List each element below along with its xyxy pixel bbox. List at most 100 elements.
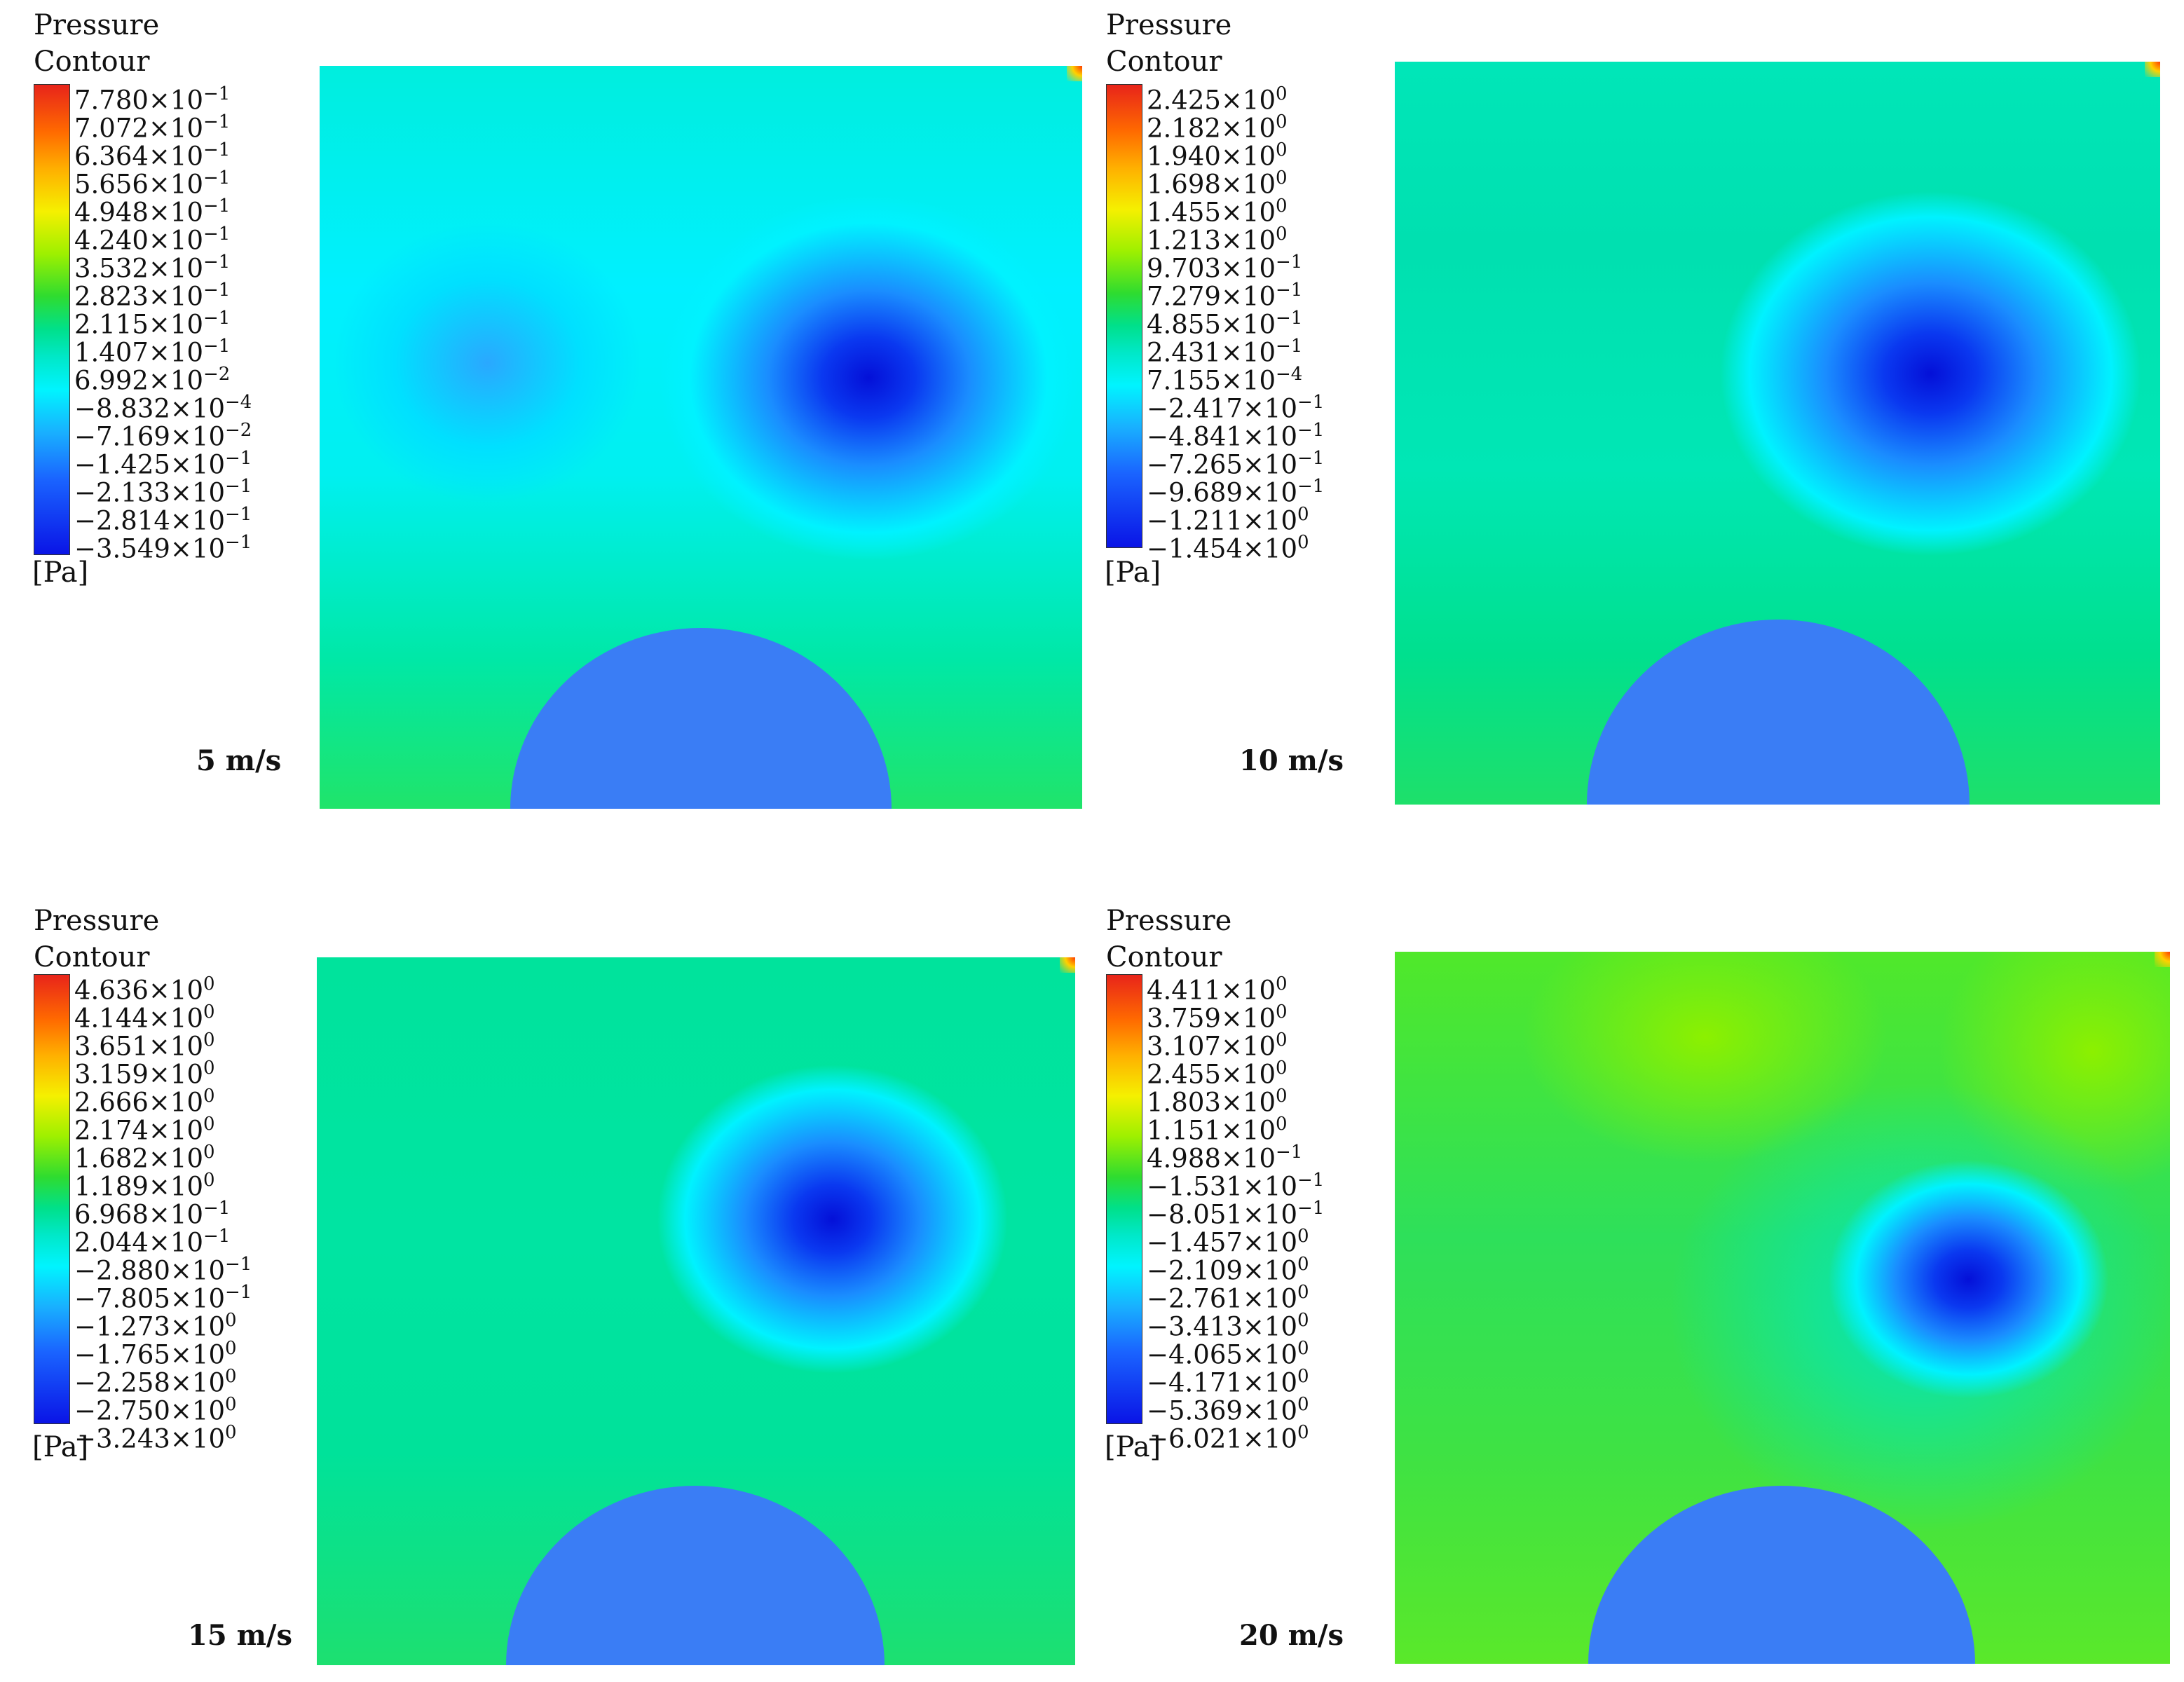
tick-mantissa: −8.051×10	[1147, 1199, 1298, 1230]
tick-mantissa: 2.823×10	[74, 281, 204, 312]
pressure-contour-field	[317, 957, 1075, 1665]
tick-exponent: −1	[225, 1282, 252, 1303]
tick-exponent: 0	[1276, 1086, 1288, 1107]
tick-mantissa: 7.155×10	[1147, 365, 1276, 396]
tick-exponent: 0	[1276, 973, 1288, 994]
colorbar-tick-label: −2.761×100	[1147, 1278, 1309, 1313]
unit-label: [Pa]	[1105, 1431, 1161, 1463]
tick-mantissa: −1.531×10	[1147, 1171, 1298, 1202]
tick-exponent: 0	[225, 1338, 237, 1359]
tick-mantissa: 2.455×10	[1147, 1059, 1276, 1090]
tick-exponent: −1	[1297, 420, 1325, 441]
colorbar	[1106, 974, 1142, 1424]
colorbar-tick-label: −1.531×10−1	[1147, 1166, 1324, 1201]
tick-exponent: 0	[225, 1366, 237, 1387]
tick-exponent: −1	[225, 448, 252, 469]
colorbar-tick-label: −5.369×100	[1147, 1390, 1309, 1425]
tick-mantissa: 3.107×10	[1147, 1031, 1276, 1062]
tick-mantissa: 9.703×10	[1147, 253, 1276, 284]
tick-mantissa: 2.666×10	[74, 1087, 204, 1118]
tick-exponent: −1	[203, 1226, 231, 1247]
colorbar-tick-label: 1.682×100	[74, 1138, 215, 1172]
pressure-contour-field	[1395, 952, 2170, 1664]
tick-exponent: 0	[1297, 1366, 1309, 1387]
tick-mantissa: −1.211×10	[1147, 505, 1298, 536]
legend-title-line2: Contour	[1106, 46, 1222, 78]
corner-hotspot	[2145, 62, 2160, 77]
corner-hotspot	[1060, 957, 1075, 973]
tick-mantissa: −1.765×10	[74, 1339, 226, 1370]
tick-exponent: −1	[203, 308, 231, 329]
corner-hotspot	[2155, 952, 2170, 967]
tick-mantissa: 2.115×10	[74, 309, 204, 340]
tick-mantissa: −1.273×10	[74, 1311, 226, 1342]
colorbar-tick-label: 6.364×10−1	[74, 136, 230, 170]
legend-title-line1: Pressure	[1106, 9, 1232, 41]
tick-exponent: 0	[1297, 1394, 1309, 1415]
colorbar-tick-label: 1.940×100	[1147, 136, 1288, 170]
colorbar-tick-label: 3.107×100	[1147, 1026, 1288, 1060]
tick-exponent: 0	[1276, 1030, 1288, 1051]
tick-exponent: −1	[203, 167, 231, 189]
colorbar-tick-label: 2.115×10−1	[74, 304, 230, 339]
tick-exponent: 0	[203, 1086, 215, 1107]
colorbar-tick-label: −2.814×10−1	[74, 500, 252, 535]
colorbar-tick-label: 6.968×10−1	[74, 1194, 230, 1229]
tick-exponent: 0	[1297, 1422, 1309, 1443]
speed-label: 15 m/s	[188, 1619, 293, 1652]
tick-exponent: −1	[1297, 1170, 1325, 1191]
tick-mantissa: −3.549×10	[74, 533, 226, 564]
colorbar-tick-label: 2.666×100	[74, 1082, 215, 1116]
tick-mantissa: 4.988×10	[1147, 1143, 1276, 1174]
legend-title: Pressure Contour	[34, 903, 159, 976]
tick-mantissa: 7.279×10	[1147, 281, 1276, 312]
colorbar-tick-label: −3.413×100	[1147, 1306, 1309, 1341]
tick-mantissa: −1.457×10	[1147, 1227, 1298, 1258]
colorbar-tick-label: −4.171×100	[1147, 1362, 1309, 1397]
colorbar-tick-label: −9.689×10−1	[1147, 472, 1324, 507]
tick-exponent: 0	[1297, 1282, 1309, 1303]
colorbar-tick-label: 4.240×10−1	[74, 220, 230, 254]
colorbar-tick-label: 7.072×10−1	[74, 108, 230, 142]
colorbar-tick-label: 2.455×100	[1147, 1054, 1288, 1088]
colorbar	[34, 84, 70, 555]
tick-exponent: −1	[1276, 1142, 1303, 1163]
tick-mantissa: 3.651×10	[74, 1031, 204, 1062]
tick-exponent: −1	[225, 1254, 252, 1275]
tick-exponent: −1	[1297, 448, 1325, 469]
tick-mantissa: 4.855×10	[1147, 309, 1276, 340]
tick-mantissa: −2.109×10	[1147, 1255, 1298, 1286]
tick-mantissa: 4.948×10	[74, 197, 204, 228]
tick-mantissa: 1.407×10	[74, 337, 204, 368]
tick-exponent: −1	[1276, 308, 1303, 329]
colorbar-tick-label: −7.169×10−2	[74, 416, 252, 451]
colorbar-tick-label: −1.273×100	[74, 1306, 237, 1341]
tick-exponent: −1	[1276, 252, 1303, 273]
legend-title: Pressure Contour	[34, 7, 159, 80]
tick-mantissa: −8.832×10	[74, 393, 226, 424]
tick-mantissa: −1.454×10	[1147, 533, 1298, 564]
colorbar-ticks: 2.425×100 2.182×100 1.940×100 1.698×100 1.45…	[1147, 83, 1350, 568]
tick-mantissa: −7.169×10	[74, 421, 226, 452]
colorbar-tick-label: 1.213×100	[1147, 220, 1288, 254]
tick-mantissa: −2.880×10	[74, 1255, 226, 1286]
tick-mantissa: 4.144×10	[74, 1003, 204, 1034]
tick-exponent: −1	[203, 1198, 231, 1219]
colorbar-tick-label: 2.431×10−1	[1147, 332, 1302, 367]
legend-title-line1: Pressure	[34, 9, 160, 41]
colorbar-tick-label: 6.992×10−2	[74, 360, 230, 395]
colorbar-tick-label: −4.841×10−1	[1147, 416, 1324, 451]
tick-exponent: −1	[1297, 476, 1325, 497]
colorbar-tick-label: −1.454×100	[1147, 528, 1309, 563]
tick-mantissa: 1.455×10	[1147, 197, 1276, 228]
tick-exponent: 0	[225, 1394, 237, 1415]
legend-title-line2: Contour	[34, 941, 150, 973]
unit-label: [Pa]	[32, 1431, 89, 1463]
tick-exponent: 0	[1276, 83, 1288, 104]
colorbar-tick-label: 2.182×100	[1147, 108, 1288, 142]
tick-exponent: −1	[225, 476, 252, 497]
colorbar-tick-label: 2.174×100	[74, 1110, 215, 1144]
colorbar-tick-label: −7.805×10−1	[74, 1278, 252, 1313]
tick-exponent: 0	[203, 1030, 215, 1051]
tick-exponent: −1	[203, 139, 231, 160]
